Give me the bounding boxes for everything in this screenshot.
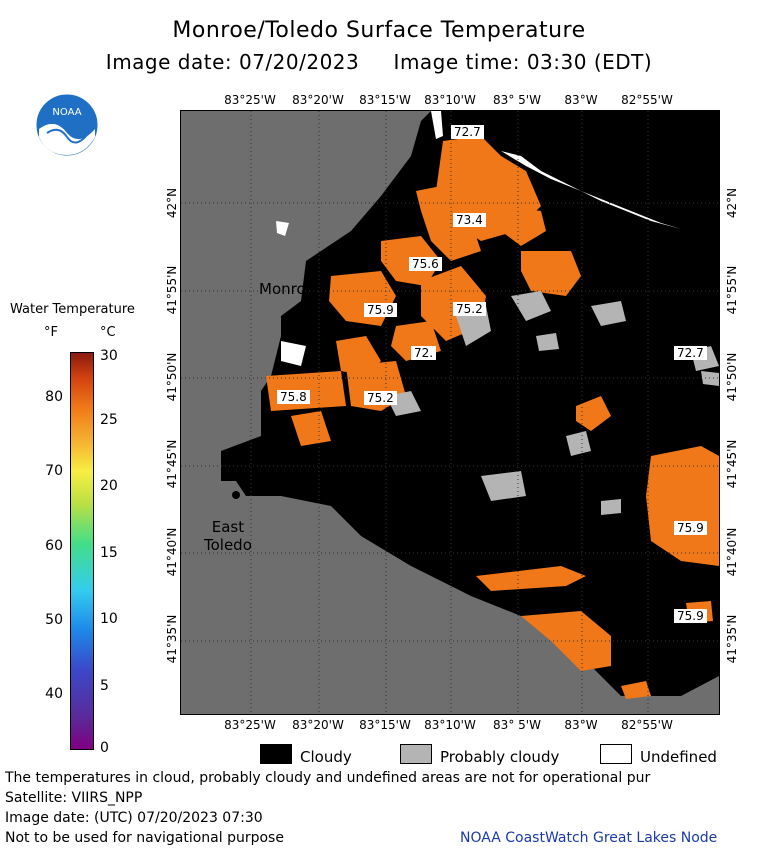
lon-label-top: 83°15'W [359,93,411,107]
map-title: Monroe/Toledo Surface Temperature [172,18,586,43]
temperature-label: 75.9 [364,303,397,317]
temperature-map: 72.7 73.4 75.6 75.9 75.2 72. 72.7 75.8 7… [180,110,720,715]
probably-cloudy-patches [386,291,719,515]
key-swatch-probably-cloudy [400,744,432,764]
legend-tick-f: 60 [45,538,63,554]
lat-label-left: 41°55'N [165,265,179,315]
temperature-label: 75.9 [674,609,707,623]
lon-label-top: 83°W [564,93,598,107]
lat-label-left: 41°35'N [165,614,179,664]
temperature-label: 75.2 [453,302,486,316]
monroe-marker [323,302,331,310]
place-label-east-toledo: East Toledo [204,518,252,554]
undefined-area [501,151,681,229]
legend-tick-f: 40 [45,686,63,702]
lon-label-bottom: 83° 5'W [493,718,541,732]
lat-label-right: 41°50'N [725,352,739,402]
legend-tick-c: 30 [100,348,118,364]
temperature-label: 75.9 [674,521,707,535]
temperature-label: 75.6 [409,257,442,271]
temperature-label: 72. [411,346,437,360]
temperature-label: 75.2 [364,391,397,405]
temperature-label: 75.8 [277,390,310,404]
legend-unit-c: °C [100,325,116,340]
logo-text: NOAA [52,107,81,118]
footer-satellite: Satellite: VIIRS_NPP [5,790,143,806]
key-swatch-cloudy [260,744,292,764]
map-canvas [181,111,719,714]
temperature-colorbar [70,352,94,750]
temperature-label: 72.7 [674,346,707,360]
lon-label-bottom: 83°10'W [424,718,476,732]
lat-label-left: 41°50'N [165,352,179,402]
noaa-logo: NOAA [35,93,99,157]
key-label-probably-cloudy: Probably cloudy [440,748,560,766]
legend-tick-f: 80 [45,389,63,405]
lon-label-top: 83°25'W [224,93,276,107]
lat-label-right: 41°55'N [725,265,739,315]
lon-label-bottom: 83°25'W [224,718,276,732]
footer-disclaimer: The temperatures in cloud, probably clou… [5,770,651,786]
temperature-label: 73.4 [453,213,486,227]
undefined-area [281,341,306,366]
lon-label-bottom: 82°55'W [621,718,673,732]
temperature-label: 72.7 [451,125,484,139]
place-label-monroe: Monroe [259,280,315,298]
undefined-area [276,221,289,236]
lat-label-right: 41°40'N [725,527,739,577]
legend-tick-c: 25 [100,412,118,428]
place-label-edge: K [709,173,719,191]
footer-credit: NOAA CoastWatch Great Lakes Node [460,830,718,846]
lon-label-top: 83° 5'W [493,93,541,107]
lat-label-right: 42°N [725,187,739,219]
map-subtitle: Image date: 07/20/2023 Image time: 03:30… [105,50,653,74]
lat-label-right: 41°45'N [725,439,739,489]
legend-tick-f: 50 [45,612,63,628]
lat-label-left: 41°45'N [165,439,179,489]
lat-label-left: 41°40'N [165,527,179,577]
key-swatch-undefined [600,744,632,764]
legend-title: Water Temperature [10,302,135,317]
footer-navigation-note: Not to be used for navigational purpose [5,830,284,846]
legend-tick-c: 15 [100,545,118,561]
key-label-undefined: Undefined [640,748,717,766]
footer-image-date: Image date: (UTC) 07/20/2023 07:30 [5,810,263,826]
legend-tick-c: 20 [100,478,118,494]
key-label-cloudy: Cloudy [300,748,352,766]
lake-area [221,111,719,696]
lon-label-bottom: 83°W [564,718,598,732]
legend-tick-c: 5 [100,678,109,694]
lon-label-top: 83°10'W [424,93,476,107]
lon-label-top: 82°55'W [621,93,673,107]
graticule [181,111,719,714]
legend-tick-c: 0 [100,740,109,756]
lon-label-bottom: 83°15'W [359,718,411,732]
lat-label-right: 41°35'N [725,614,739,664]
legend-tick-c: 10 [100,611,118,627]
lon-label-bottom: 83°20'W [292,718,344,732]
lon-label-top: 83°20'W [292,93,344,107]
legend-tick-f: 70 [45,463,63,479]
lat-label-left: 42°N [165,187,179,219]
east-toledo-marker [232,491,240,499]
undefined-area [431,111,443,139]
legend-unit-f: °F [44,325,58,340]
